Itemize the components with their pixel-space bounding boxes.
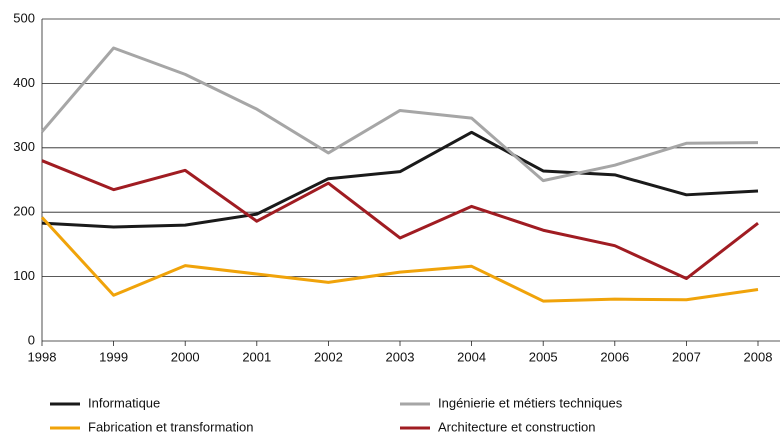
x-tick-label: 2007 bbox=[672, 349, 701, 364]
x-tick-label: 2001 bbox=[242, 349, 271, 364]
x-tick-label: 2002 bbox=[314, 349, 343, 364]
y-tick-label: 0 bbox=[28, 332, 35, 347]
x-tick-label: 2004 bbox=[457, 349, 486, 364]
y-tick-label: 400 bbox=[13, 75, 35, 90]
line-series bbox=[40, 216, 759, 303]
x-tick-label: 1999 bbox=[99, 349, 128, 364]
y-tick-label: 500 bbox=[13, 10, 35, 25]
y-tick-label: 300 bbox=[13, 139, 35, 154]
x-tick-label: 2003 bbox=[386, 349, 415, 364]
x-tick-label: 2005 bbox=[529, 349, 558, 364]
legend-label: Architecture et construction bbox=[438, 419, 596, 434]
line-series bbox=[41, 159, 759, 281]
y-tick-label: 200 bbox=[13, 204, 35, 219]
line-series bbox=[41, 130, 759, 229]
x-tick-label: 2000 bbox=[171, 349, 200, 364]
legend-label: Ingénierie et métiers techniques bbox=[438, 395, 623, 410]
legend-label: Fabrication et transformation bbox=[88, 419, 253, 434]
x-tick-label: 2008 bbox=[744, 349, 773, 364]
legend-label: Informatique bbox=[88, 395, 160, 410]
line-series bbox=[40, 46, 759, 183]
x-tick-label: 1998 bbox=[28, 349, 57, 364]
y-tick-label: 100 bbox=[13, 268, 35, 283]
x-tick-label: 2006 bbox=[600, 349, 629, 364]
